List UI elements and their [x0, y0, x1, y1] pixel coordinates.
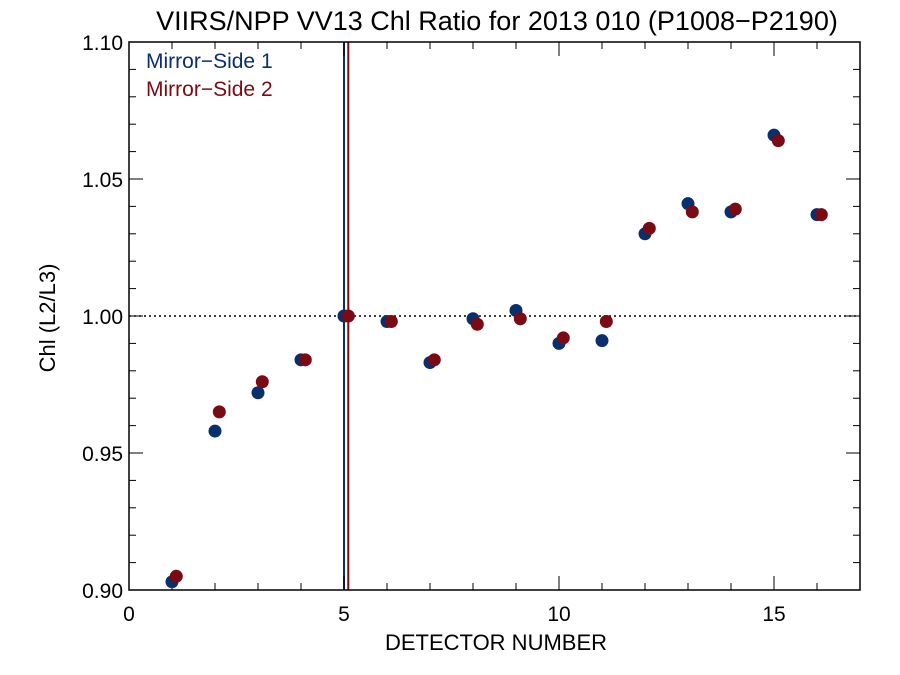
legend-entry-mirror-side-2: Mirror−Side 2 [146, 78, 273, 101]
data-point-side-1 [208, 424, 222, 438]
x-tick-label: 15 [762, 603, 785, 626]
data-point-side-2 [384, 314, 398, 328]
data-point-side-2 [771, 134, 785, 148]
data-point-side-2 [814, 208, 828, 222]
data-point-side-2 [728, 202, 742, 216]
x-tick-label: 0 [123, 603, 135, 626]
data-point-side-2 [470, 317, 484, 331]
x-axis-title: DETECTOR NUMBER [385, 630, 607, 655]
data-point-side-2 [298, 353, 312, 367]
data-point-side-1 [595, 334, 609, 348]
data-point-side-2 [212, 405, 226, 419]
plot-frame [128, 41, 861, 591]
data-point-side-2 [169, 569, 183, 583]
legend-entry-mirror-side-1: Mirror−Side 1 [146, 50, 273, 73]
y-axis-title: Chl (L2/L3) [35, 264, 60, 373]
x-tick-label: 10 [547, 603, 570, 626]
y-tick-label: 0.90 [82, 580, 123, 603]
data-point-side-2 [427, 353, 441, 367]
data-point-side-2 [255, 375, 269, 389]
data-point-side-2 [599, 314, 613, 328]
plot-area: 0 5 10 15 0.90 0.95 1.00 1.05 1.10 [82, 32, 861, 626]
chart-title: VIIRS/NPP VV13 Chl Ratio for 2013 010 (P… [156, 6, 838, 36]
y-tick-label: 0.95 [82, 443, 123, 466]
data-point-side-2 [341, 309, 355, 323]
y-tick-label: 1.05 [82, 169, 123, 192]
data-point-side-2 [556, 331, 570, 345]
data-point-side-1 [251, 386, 265, 400]
y-tick-label: 1.10 [82, 32, 123, 55]
data-point-side-2 [642, 221, 656, 235]
data-point-side-2 [685, 205, 699, 219]
y-tick-label: 1.00 [82, 306, 123, 329]
data-point-side-2 [513, 312, 527, 326]
x-tick-label: 5 [338, 603, 350, 626]
